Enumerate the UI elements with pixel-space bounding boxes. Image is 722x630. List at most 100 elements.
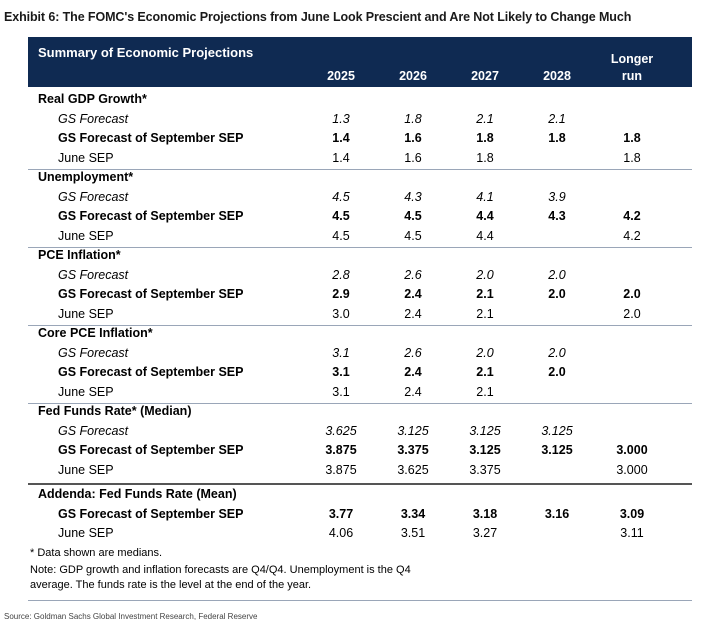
gs-forecast-row: GS Forecast 1.3 1.8 2.1 2.1 [28,110,692,129]
cell-value: 3.125 [469,423,501,438]
cell-value: 3.34 [400,506,426,521]
longer-run-line2: run [621,69,643,83]
gs-forecast-row: GS Forecast 3.1 2.6 2.0 2.0 [28,344,692,363]
cell-value: 3.51 [400,526,426,540]
gs-forecast-row: GS Forecast 3.625 3.125 3.125 3.125 [28,422,692,441]
cell-value: 3.16 [544,506,570,521]
row-divider [28,168,692,170]
cell-value: 3.000 [616,462,648,477]
cell-value: 2.8 [332,267,350,282]
cell-value: 3.18 [472,506,498,521]
gs-sep-forecast-row: GS Forecast of September SEP 2.9 2.4 2.1 2.0… [28,285,692,304]
note-line-2: average. The funds rate is the level at … [30,579,312,591]
cell-value: 1.6 [404,150,422,165]
cell-value: 2.4 [404,365,422,379]
cell-value: 2.6 [404,267,422,282]
cell-value: 4.5 [332,209,350,223]
cell-value: 4.1 [476,189,494,204]
gs-sep-forecast-row: GS Forecast of September SEP 3.875 3.375 3.… [28,441,692,460]
gs-sep-forecast-row-label: GS Forecast of September SEP [58,209,244,223]
column-2027: 2027 [471,69,499,83]
cell-value: 2.0 [548,287,566,301]
cell-value: 3.125 [469,443,501,457]
cell-value: 1.4 [332,131,350,145]
june-sep-row: June SEP 1.4 1.6 1.8 1.8 [28,149,692,168]
june-sep-row: June SEP 3.1 2.4 2.1 [28,383,692,402]
projections-table: Summary of Economic Projections 2025 202… [28,37,692,601]
addenda-gs-sep-row-label: GS Forecast of September SEP [58,506,244,521]
gs-forecast-row-label: GS Forecast [58,345,129,360]
cell-value: 2.0 [548,365,566,379]
cell-value: 4.5 [404,228,422,243]
cell-value: 2.4 [404,287,422,301]
cell-value: 3.375 [397,443,429,457]
cell-value: 2.9 [332,287,350,301]
cell-value: 3.125 [541,423,573,438]
column-2025: 2025 [327,69,355,83]
exhibit-title: Exhibit 6: The FOMC's Economic Projectio… [4,10,632,24]
cell-value: 3.625 [325,423,357,438]
column-longer-run: Longer run [601,51,663,85]
cell-value: 3.09 [619,506,645,521]
cell-value: 3.875 [325,462,357,477]
addenda-title-label: Addenda: Fed Funds Rate (Mean) [38,487,237,501]
june-sep-row: June SEP 4.5 4.5 4.4 4.2 [28,227,692,246]
gs-sep-forecast-row-label: GS Forecast of September SEP [58,131,244,145]
cell-value: 2.0 [548,345,566,360]
cell-value: 3.1 [332,365,350,379]
june-sep-row-label: June SEP [58,150,114,165]
cell-value: 2.1 [476,111,494,126]
addenda-june-sep-row-label: June SEP [58,526,114,540]
gs-forecast-row-label: GS Forecast [58,111,129,126]
cell-value: 4.5 [404,209,422,223]
cell-value: 1.8 [476,131,494,145]
cell-value: 4.4 [476,228,494,243]
section-title-label: Fed Funds Rate* (Median) [38,404,192,418]
section-title: Unemployment* [28,168,692,187]
row-divider [28,324,692,326]
cell-value: 2.0 [623,287,641,301]
row-divider [28,246,692,248]
cell-value: 1.4 [332,150,350,165]
gs-forecast-row-label: GS Forecast [58,423,129,438]
cell-value: 2.4 [404,384,422,399]
longer-run-line1: Longer [610,52,654,66]
june-sep-row: June SEP 3.875 3.625 3.375 3.000 [28,461,692,480]
june-sep-row-label: June SEP [58,462,114,477]
june-sep-row-label: June SEP [58,228,114,243]
june-sep-row-label: June SEP [58,384,114,399]
cell-value: 3.9 [548,189,566,204]
section-title: Real GDP Growth* [28,90,692,109]
section-title: Fed Funds Rate* (Median) [28,402,692,421]
cell-value: 4.3 [404,189,422,204]
gs-forecast-row: GS Forecast 4.5 4.3 4.1 3.9 [28,188,692,207]
cell-value: 1.8 [404,111,422,126]
column-2026: 2026 [399,69,427,83]
cell-value: 3.000 [616,443,648,457]
table-header: Summary of Economic Projections 2025 202… [28,37,692,87]
addenda-june-sep-row: June SEP 4.06 3.51 3.27 3.11 [28,524,692,543]
source-line: Source: Goldman Sachs Global Investment … [4,612,258,621]
column-2028: 2028 [543,69,571,83]
cell-value: 4.5 [332,228,350,243]
section-title-label: Core PCE Inflation* [38,326,153,340]
gs-sep-forecast-row: GS Forecast of September SEP 4.5 4.5 4.4 4.3… [28,207,692,226]
gs-sep-forecast-row: GS Forecast of September SEP 1.4 1.6 1.8 1.8… [28,129,692,148]
gs-forecast-row: GS Forecast 2.8 2.6 2.0 2.0 [28,266,692,285]
gs-sep-forecast-row: GS Forecast of September SEP 3.1 2.4 2.1 2.0 [28,363,692,382]
cell-value: 4.2 [623,228,641,243]
cell-value: 2.1 [476,287,494,301]
cell-value: 3.1 [332,345,350,360]
section-title-label: Real GDP Growth* [38,92,147,106]
cell-value: 1.8 [623,150,641,165]
note-medians: * Data shown are medians. [30,547,163,559]
cell-value: 2.6 [404,345,422,360]
cell-value: 4.2 [623,209,641,223]
cell-value: 2.1 [476,384,494,399]
cell-value: 1.6 [404,131,422,145]
cell-value: 3.0 [332,306,350,321]
section-title-label: PCE Inflation* [38,248,121,262]
cell-value: 1.3 [332,111,350,126]
cell-value: 4.4 [476,209,494,223]
cell-value: 1.8 [548,131,566,145]
